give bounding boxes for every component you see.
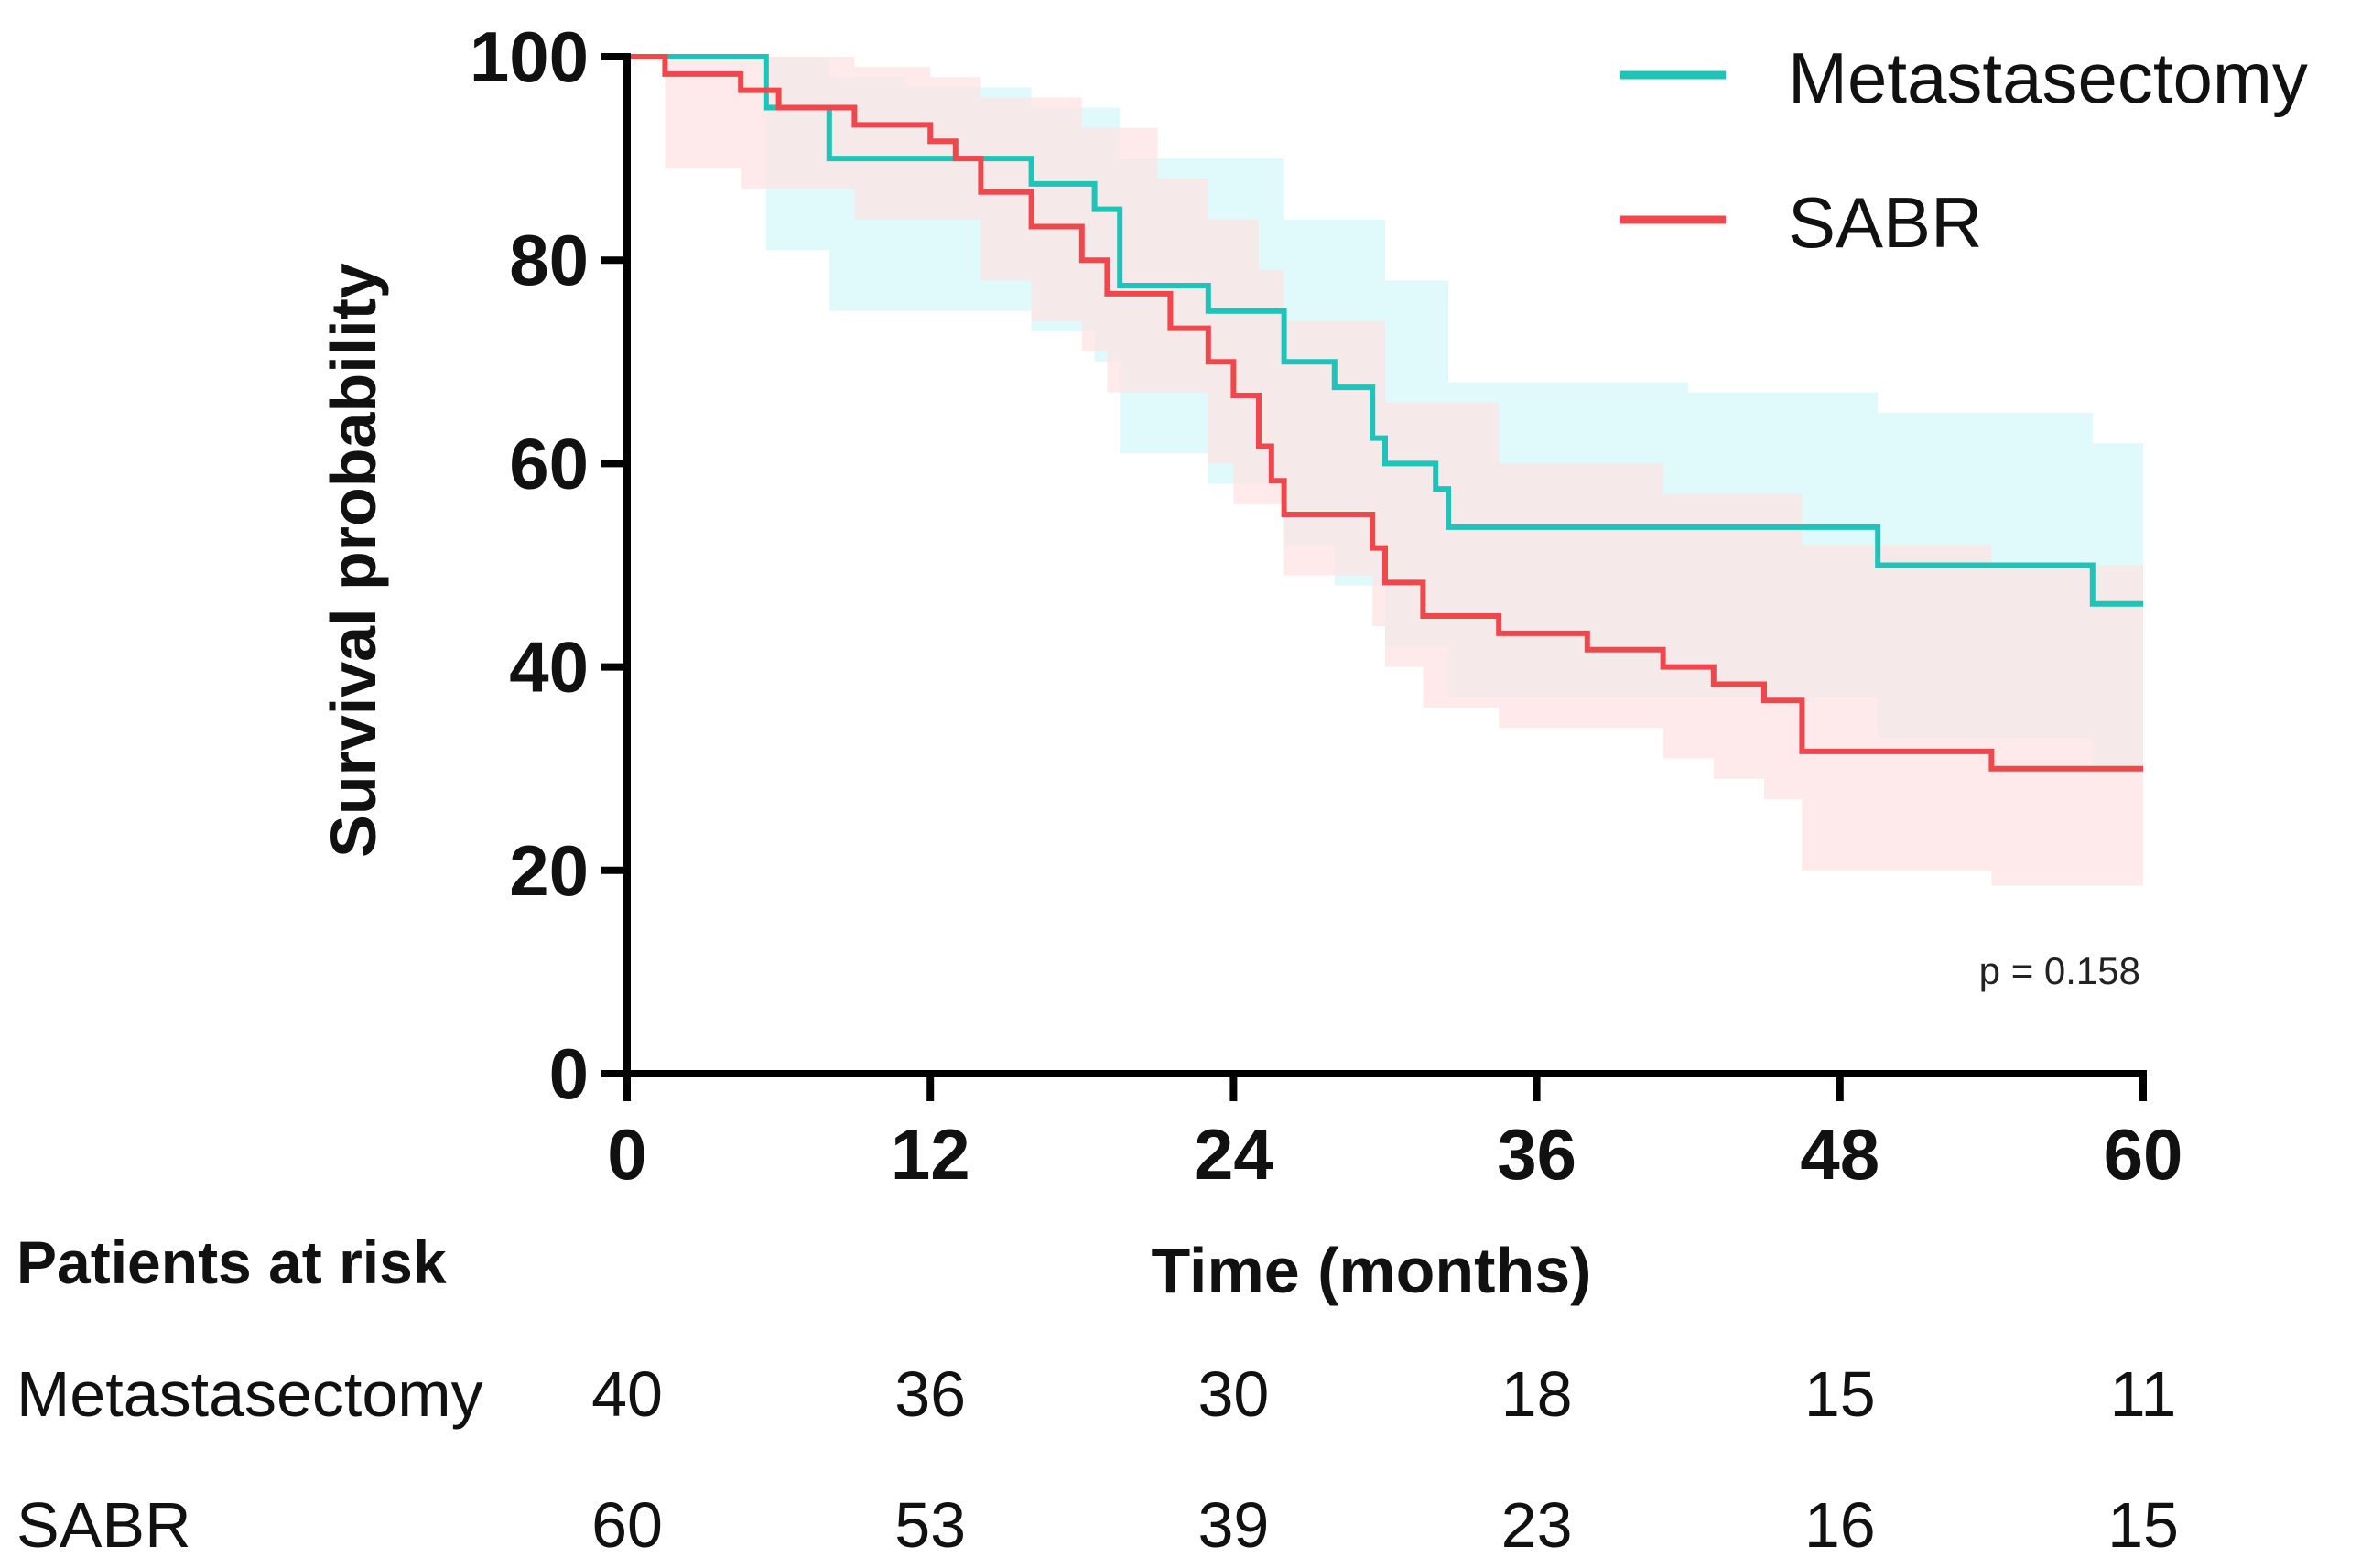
risk-value-metastasectomy-12: 36 (894, 1358, 966, 1430)
legend-label-sabr: SABR (1788, 182, 1982, 263)
risk-row-label-sabr: SABR (16, 1489, 191, 1561)
survival-curves (627, 54, 2143, 772)
x-tick-label-12: 12 (891, 1114, 970, 1195)
risk-value-metastasectomy-24: 30 (1197, 1358, 1269, 1430)
risk-row-label-metastasectomy: Metastasectomy (16, 1358, 483, 1430)
y-tick-label-0: 0 (549, 1033, 589, 1114)
risk-value-sabr-36: 23 (1501, 1489, 1573, 1561)
risk-value-sabr-0: 60 (591, 1489, 663, 1561)
y-tick-label-20: 20 (509, 830, 589, 911)
risk-value-metastasectomy-0: 40 (591, 1358, 663, 1430)
risk-value-sabr-60: 15 (2107, 1489, 2179, 1561)
survival-curve-sabr (627, 54, 2143, 772)
x-tick-label-24: 24 (1194, 1114, 1273, 1195)
risk-value-metastasectomy-48: 15 (1804, 1358, 1876, 1430)
y-tick-label-100: 100 (470, 16, 589, 97)
risk-table-title: Patients at risk (16, 1228, 447, 1296)
p-value-annotation: p = 0.158 (1979, 949, 2140, 992)
y-tick-label-60: 60 (509, 423, 589, 503)
risk-table: Patients at risk Metastasectomy SABR 40 3… (16, 1228, 2179, 1561)
axes: 0 20 40 60 80 100 0 12 24 36 48 60 (470, 16, 2183, 1195)
survival-curve-metastasectomy (627, 54, 2143, 607)
legend: Metastasectomy SABR (1620, 38, 2308, 263)
risk-value-sabr-24: 39 (1197, 1489, 1269, 1561)
risk-value-metastasectomy-36: 18 (1501, 1358, 1573, 1430)
y-axis-title: Survival probability (318, 263, 389, 858)
risk-value-sabr-12: 53 (894, 1489, 966, 1561)
risk-value-metastasectomy-60: 11 (2110, 1358, 2177, 1430)
y-tick-label-80: 80 (509, 220, 589, 300)
risk-values: 40 36 30 18 15 11 60 53 39 23 16 15 (591, 1358, 2179, 1561)
y-tick-label-40: 40 (509, 627, 589, 708)
risk-value-sabr-48: 16 (1804, 1489, 1876, 1561)
x-tick-label-48: 48 (1800, 1114, 1879, 1195)
ci-band-sabr (627, 57, 2143, 886)
x-tick-label-0: 0 (607, 1114, 646, 1195)
confidence-bands (627, 57, 2143, 886)
x-axis-title: Time (months) (1152, 1235, 1592, 1306)
x-tick-label-36: 36 (1497, 1114, 1576, 1195)
x-tick-label-60: 60 (2104, 1114, 2183, 1195)
legend-label-metastasectomy: Metastasectomy (1788, 38, 2308, 118)
